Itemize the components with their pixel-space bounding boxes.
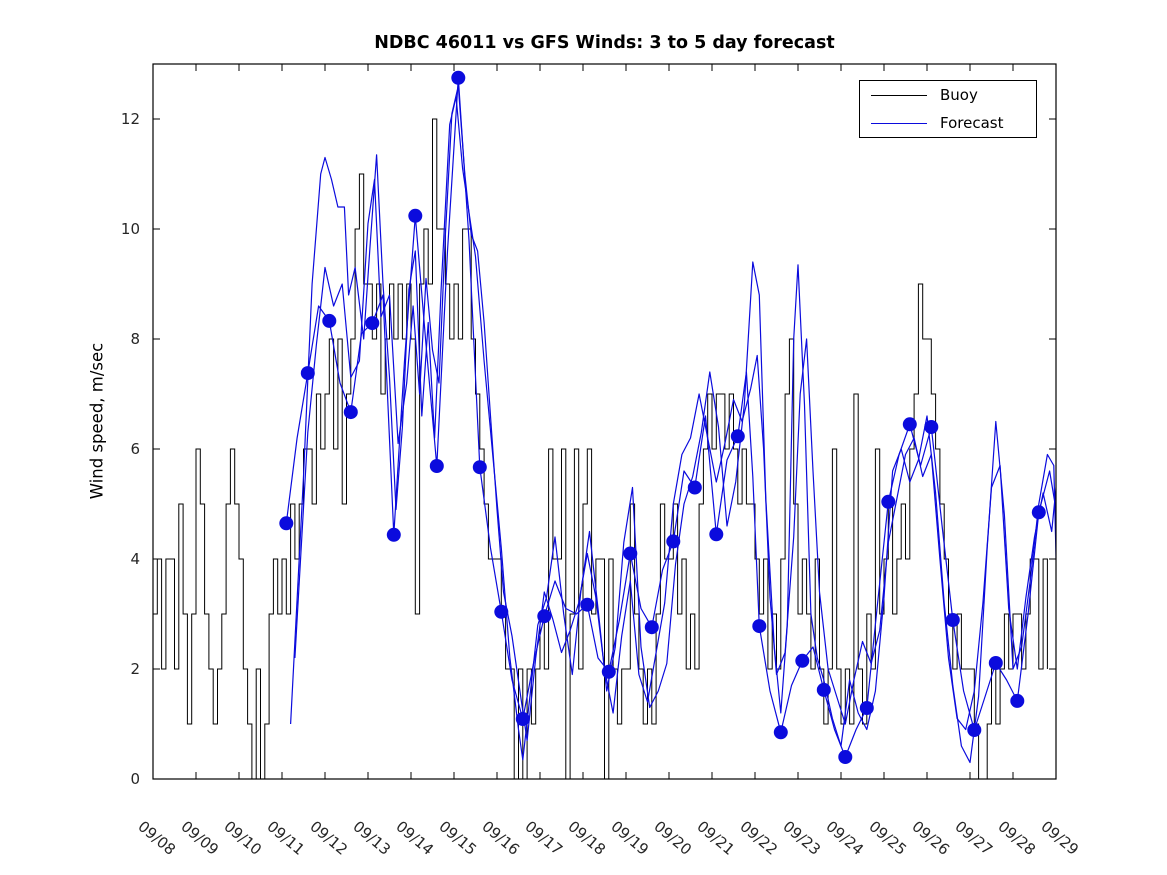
forecast-marker <box>365 316 380 331</box>
x-axis-tick-label: 09/21 <box>693 817 738 859</box>
legend-label-forecast: Forecast <box>940 114 1004 132</box>
x-axis-tick-label: 09/24 <box>822 817 867 859</box>
forecast-marker <box>494 604 509 619</box>
forecast-marker <box>601 664 616 679</box>
x-axis-tick-label: 09/10 <box>220 817 265 859</box>
y-axis-tick-label: 6 <box>130 440 140 458</box>
x-axis-tick-label: 09/15 <box>435 817 480 859</box>
x-axis-tick-label: 09/28 <box>994 817 1039 859</box>
x-axis-tick-label: 09/23 <box>779 817 824 859</box>
x-axis-tick-label: 09/14 <box>392 817 437 859</box>
forecast-marker <box>537 609 552 624</box>
plot-frame <box>152 63 1057 780</box>
y-axis-tick-label: 4 <box>130 550 140 568</box>
forecast-marker <box>279 516 294 531</box>
x-axis-tick-label: 09/17 <box>521 817 566 859</box>
x-axis-tick-label: 09/18 <box>564 817 609 859</box>
forecast-marker <box>666 534 681 549</box>
forecast-marker <box>838 750 853 764</box>
forecast-marker <box>988 656 1003 670</box>
x-axis-tick-label: 09/09 <box>177 817 222 859</box>
forecast-marker <box>730 429 745 444</box>
x-axis-tick-label: 09/25 <box>865 817 910 859</box>
forecast-marker <box>300 366 315 381</box>
legend-entry-buoy: Buoy <box>860 81 1036 109</box>
forecast-marker <box>386 527 401 542</box>
forecast-marker <box>623 546 638 561</box>
forecast-line-path <box>290 96 1056 764</box>
chart-title: NDBC 46011 vs GFS Winds: 3 to 5 day fore… <box>374 33 835 53</box>
legend-label-buoy: Buoy <box>940 86 978 104</box>
forecast-marker <box>1031 505 1046 520</box>
forecast-marker <box>773 725 788 740</box>
x-axis-tick-label: 09/16 <box>478 817 523 859</box>
forecast-marker <box>752 619 767 634</box>
y-axis-tick-label: 10 <box>121 220 140 238</box>
forecast-line-sample <box>871 122 927 124</box>
series-group <box>153 70 1056 779</box>
forecast-marker <box>429 459 444 473</box>
x-axis-tick-label: 09/29 <box>1037 817 1082 859</box>
y-axis-tick-label: 2 <box>130 660 140 678</box>
x-axis-tick-label: 09/13 <box>349 817 394 859</box>
forecast-marker <box>472 460 487 475</box>
forecast-marker <box>902 417 917 432</box>
x-axis-tick-label: 09/19 <box>607 817 652 859</box>
x-axis-tick-label: 09/11 <box>263 817 308 859</box>
legend-entry-forecast: Forecast <box>860 109 1036 137</box>
forecast-marker <box>924 420 939 434</box>
forecast-marker <box>795 653 810 668</box>
legend-box: Buoy Forecast <box>859 80 1037 138</box>
forecast-marker <box>687 480 702 495</box>
forecast-line-path <box>294 85 1056 742</box>
forecast-marker <box>515 712 530 726</box>
forecast-marker <box>408 208 423 223</box>
forecast-marker <box>881 494 896 509</box>
forecast-marker <box>859 701 874 715</box>
buoy-line-sample <box>871 94 927 96</box>
forecast-marker <box>709 527 724 542</box>
x-axis-tick-label: 09/20 <box>650 817 695 859</box>
forecast-marker <box>945 613 960 627</box>
forecast-marker <box>967 723 982 737</box>
forecast-marker <box>343 405 358 420</box>
y-axis-tick-label: 0 <box>130 770 140 788</box>
forecast-marker <box>322 313 337 328</box>
x-axis-tick-label: 09/22 <box>736 817 781 859</box>
forecast-marker <box>580 597 595 612</box>
y-axis-label: Wind speed, m/sec <box>87 342 107 500</box>
forecast-marker <box>1010 693 1025 708</box>
x-axis-tick-label: 09/12 <box>306 817 351 859</box>
x-axis-tick-label: 09/26 <box>908 817 953 859</box>
forecast-marker <box>816 682 831 697</box>
forecast-marker <box>644 620 659 635</box>
buoy-series-path <box>153 118 1048 779</box>
x-axis-tick-label: 09/08 <box>134 817 179 859</box>
y-axis-tick-label: 12 <box>121 110 140 128</box>
x-axis-tick-label: 09/27 <box>951 817 996 859</box>
forecast-marker <box>451 70 466 85</box>
y-axis-tick-label: 8 <box>130 330 140 348</box>
